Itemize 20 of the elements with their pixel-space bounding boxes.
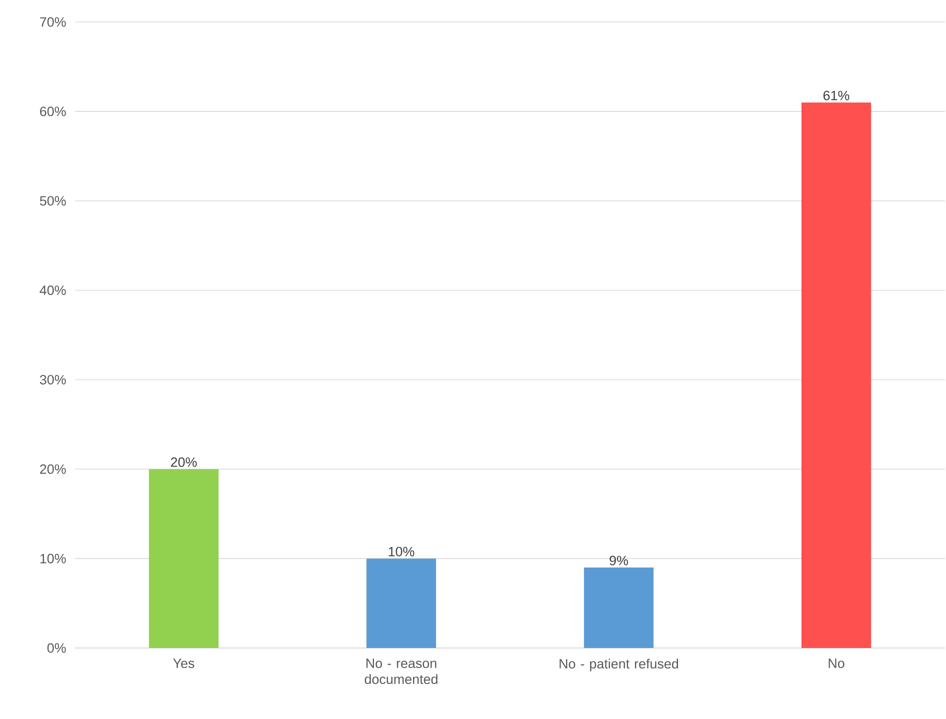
y-tick-label: 60%	[40, 106, 66, 116]
y-tick-label: 0%	[47, 643, 66, 653]
data-label: 9%	[610, 556, 628, 566]
x-tick-label: No	[828, 658, 844, 668]
y-tick-label: 40%	[40, 286, 66, 296]
y-tick-label: 10%	[40, 554, 66, 564]
data-label: 20%	[170, 457, 197, 467]
x-tick-label: No - patient refused	[560, 658, 678, 672]
y-tick-label: 20%	[40, 464, 66, 474]
bar	[366, 558, 436, 648]
bar	[148, 469, 219, 648]
bar	[801, 102, 872, 648]
data-label: 61%	[823, 90, 850, 100]
y-tick-label: 50%	[40, 196, 66, 206]
x-tick-label: Yes	[173, 658, 194, 668]
y-tick-label: 30%	[40, 374, 66, 384]
y-tick-label: 70%	[40, 17, 66, 27]
bar	[584, 568, 654, 648]
data-label: 10%	[388, 546, 414, 556]
x-tick-label: No - reason documented	[364, 658, 438, 684]
